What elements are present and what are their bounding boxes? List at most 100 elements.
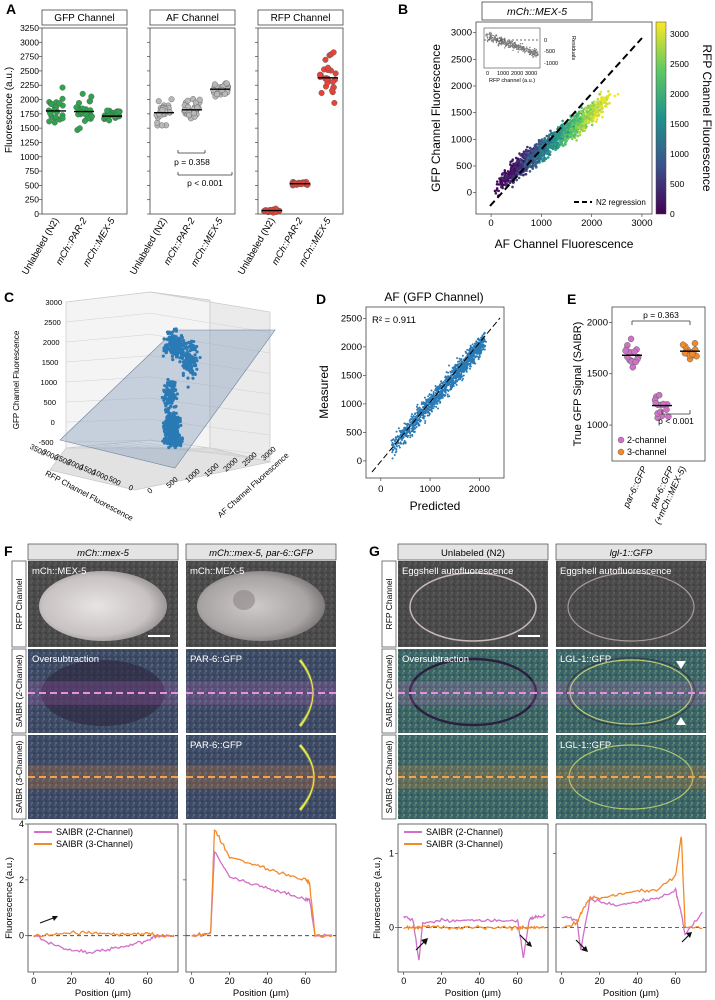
data-point [592,100,596,103]
data-point [170,354,174,358]
inset-point [525,46,528,48]
x-tick-label: 1000 [420,484,441,495]
inset-point [524,50,526,52]
data-point [450,380,453,383]
data-point [322,56,329,63]
panel-letter: A [6,1,16,17]
data-point [469,344,472,347]
y-tick-label: 2 [19,875,24,885]
data-point [416,412,419,415]
cell-label: mCh::MEX-5 [190,566,244,577]
data-point [174,335,178,339]
data-point [170,396,174,400]
inset-point [505,41,507,43]
data-point [520,152,524,156]
data-point [510,174,513,178]
data-point [165,386,169,390]
data-point [503,169,507,172]
y-axis-label: Fluorescence (a.u.) [372,857,383,939]
data-point [468,355,471,358]
data-point [574,126,578,130]
data-point [627,335,635,343]
inset-point [532,51,534,53]
data-point [424,422,427,425]
data-point [569,124,573,128]
y-tick-label: 2500 [341,313,362,324]
data-point [182,359,186,363]
data-point [570,137,574,141]
data-point [190,110,197,117]
inset-point [488,37,491,39]
data-point [438,395,441,398]
data-point [172,440,176,444]
data-point [178,442,182,446]
inset-frame [483,27,541,69]
data-point [478,355,481,358]
data-point [409,436,412,439]
y-tick-label: 0 [389,923,394,933]
data-point [590,111,593,114]
data-point [168,96,175,103]
inset-point [512,49,514,52]
inset-point [501,39,504,41]
data-point [171,358,175,362]
data-point [599,105,603,108]
inset-point [497,45,500,47]
data-point [476,346,479,349]
data-point [168,399,172,403]
data-point [106,117,113,124]
data-point [479,347,482,350]
data-point [56,100,63,107]
inset-point [498,36,501,39]
data-point [432,394,435,397]
data-point [422,401,425,404]
data-point [608,101,611,105]
z-tick-label: 2500 [44,318,61,327]
data-point [406,431,409,434]
data-point [155,98,162,105]
data-point [469,365,472,368]
data-point [392,438,395,441]
profile-lines [398,836,706,961]
data-point [576,134,580,138]
inset-point [519,43,522,45]
data-point [394,447,397,450]
data-point [550,131,553,135]
x-tick-label: 2000 [469,484,490,495]
y-axis-label: Fluorescence (a.u.) [4,857,15,939]
x-category-label: Unlabeled (N2) [236,216,277,277]
data-point [461,364,464,367]
data-point [439,384,442,387]
axis-ticks: 1000 1500 2000 [587,317,612,431]
data-point [425,401,428,404]
x-tick-label: 2000 [581,218,602,229]
inset-point [490,39,492,41]
data-point [531,167,535,170]
data-point [465,369,468,372]
dot-plot [622,335,700,422]
data-point [602,99,605,102]
inset-point [495,35,498,37]
data-point [456,357,459,360]
data-point [517,176,521,180]
data-point [394,436,397,439]
data-point [507,172,511,175]
data-point [52,114,59,121]
data-point [223,80,230,87]
data-point [473,346,476,349]
data-point [169,350,173,354]
y-axis-label: True GFP Signal (SAIBR) [572,322,584,447]
data-point [571,118,575,121]
data-point [324,64,331,71]
data-point [166,419,170,423]
y-tick-label: 500 [346,427,362,438]
inset-tick: 0 [544,38,547,44]
data-point [530,150,534,153]
data-point [418,409,421,412]
data-point [515,167,519,171]
data-point [514,156,518,160]
data-point [509,166,513,170]
data-point [179,348,184,352]
data-point [472,359,475,362]
